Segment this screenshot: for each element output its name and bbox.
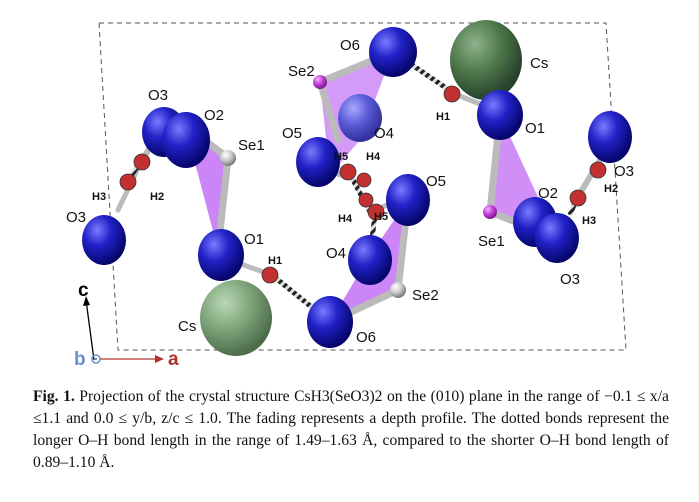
caption-text: Projection of the crystal structure CsH3…: [33, 388, 669, 471]
label-o3-left-bottom: O3: [66, 209, 86, 226]
o5-atom-right: [386, 174, 430, 226]
label-h3-right: H3: [582, 215, 596, 227]
label-se2-top: Se2: [288, 63, 315, 80]
label-h3-left: H3: [92, 191, 106, 203]
h4-atom-top: [356, 172, 372, 188]
label-cs-top: Cs: [530, 55, 548, 72]
h3-atom-right: [569, 189, 587, 207]
o2-atom-left: [162, 112, 210, 168]
label-o6-top: O6: [340, 37, 360, 54]
label-cs-bottom: Cs: [178, 318, 196, 335]
label-h2-right: H2: [604, 183, 618, 195]
label-h4-bottom: H4: [338, 213, 353, 225]
h2-atom-right: [589, 161, 607, 179]
o1-atom-bottom: [198, 229, 244, 281]
label-o5-left: O5: [282, 125, 302, 142]
se1-atom-left: [220, 150, 236, 166]
o3-atom-left-bottom: [82, 215, 126, 265]
label-h5-bottom: H5: [374, 211, 388, 223]
label-h4-top: H4: [366, 151, 381, 163]
figure-caption: Fig. 1. Projection of the crystal struct…: [33, 386, 669, 474]
atom-labels: O6 Cs Se2 O3 O2 Se1 O5 O4 H5 H4 H1 O1 O3…: [66, 37, 634, 346]
axis-label-c: c: [78, 280, 89, 301]
h1-atom-top: [443, 85, 461, 103]
o5-atom-left: [296, 137, 340, 187]
label-o3-right-top: O3: [614, 163, 634, 180]
label-o3-right-bottom: O3: [560, 271, 580, 288]
label-o1-right: O1: [525, 120, 545, 137]
se2-atom-bottom: [390, 282, 406, 298]
o4-atom-top: [338, 94, 382, 142]
se2-atom-top: [313, 75, 327, 89]
label-o4-top: O4: [374, 125, 394, 142]
se1-atom-right: [483, 205, 497, 219]
label-o3-left: O3: [148, 87, 168, 104]
h3-atom-left: [119, 173, 137, 191]
h5-atom-bottom: [367, 203, 385, 221]
hydrogen-atoms: [119, 85, 607, 284]
label-o4-bottom: O4: [326, 245, 346, 262]
label-se2-bottom: Se2: [412, 287, 439, 304]
label-o6-bottom: O6: [356, 329, 376, 346]
o6-atom-bottom: [307, 296, 353, 348]
o3-atom-right-top: [588, 111, 632, 163]
h5-atom-top: [339, 163, 357, 181]
axis-label-b: b: [74, 349, 86, 370]
axis-label-a: a: [168, 349, 179, 370]
label-se1-right: Se1: [478, 233, 505, 250]
oxygen-atoms: [82, 27, 632, 348]
h2-atom-left: [133, 153, 151, 171]
label-h5-top: H5: [334, 151, 348, 163]
label-h1-bottom: H1: [268, 255, 282, 267]
label-h2-left: H2: [150, 191, 164, 203]
cs-atom-top: [450, 20, 522, 100]
h1-atom-bottom: [261, 266, 279, 284]
label-o2-left: O2: [204, 107, 224, 124]
o6-atom-top: [369, 27, 417, 77]
o1-atom-right: [477, 90, 523, 140]
crystal-structure-figure: O6 Cs Se2 O3 O2 Se1 O5 O4 H5 H4 H1 O1 O3…: [66, 20, 634, 370]
axis-indicator: c b a: [74, 280, 179, 370]
label-o1-bottom: O1: [244, 231, 264, 248]
caption-label: Fig. 1.: [33, 388, 75, 405]
label-o2-right: O2: [538, 185, 558, 202]
label-h1-top: H1: [436, 111, 450, 123]
label-o5-right: O5: [426, 173, 446, 190]
cs-atom-bottom: [200, 280, 272, 356]
label-se1-left: Se1: [238, 137, 265, 154]
h4-atom-bottom: [358, 192, 374, 208]
o4-atom-bottom: [348, 235, 392, 285]
o3-atom-right-bottom: [535, 213, 579, 263]
